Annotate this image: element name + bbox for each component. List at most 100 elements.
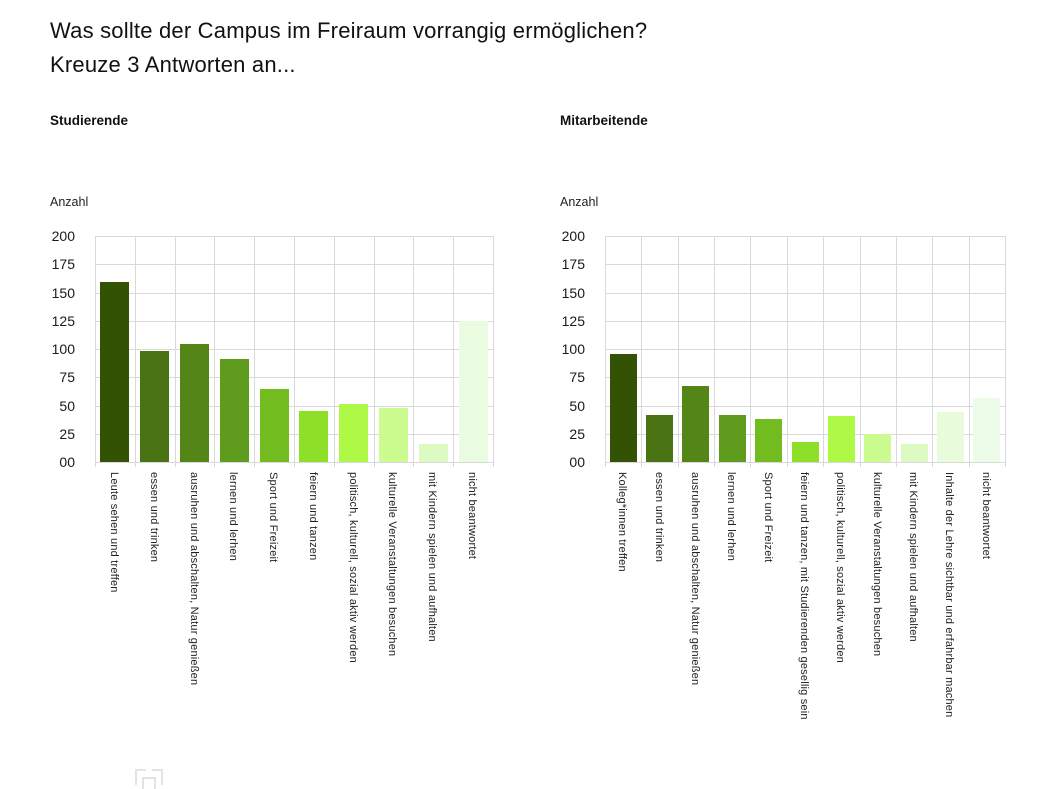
x-axis-tick-mark xyxy=(969,462,970,467)
x-axis-tick-mark xyxy=(787,462,788,467)
page-title: Was sollte der Campus im Freiraum vorran… xyxy=(50,14,647,82)
gridline-vertical xyxy=(1005,236,1006,462)
icon-corner-left xyxy=(135,769,146,785)
y-tick-label: 00 xyxy=(569,454,585,470)
x-category-label: lernen und lerhen xyxy=(725,472,737,562)
y-tick-label: 200 xyxy=(561,228,585,244)
bar xyxy=(792,442,819,462)
x-axis-tick-mark xyxy=(678,462,679,467)
x-category-label: Inhalte der Lehre sichtbar und erfahrbar… xyxy=(943,472,955,718)
y-tick-label: 125 xyxy=(561,312,585,329)
x-category-label: nicht beantwortet xyxy=(980,472,992,560)
bar xyxy=(755,419,782,462)
gridline-horizontal xyxy=(605,349,1005,350)
gridline-vertical xyxy=(787,236,788,462)
gridline-horizontal xyxy=(605,462,1005,463)
x-category-label: mit Kindern spielen und aufhalten xyxy=(907,472,919,642)
x-category-label: politisch, kulturell, sozial aktiv werde… xyxy=(347,472,359,663)
bar xyxy=(864,434,891,462)
x-axis-tick-mark xyxy=(932,462,933,467)
x-category-label: essen und trinken xyxy=(653,472,665,563)
bar xyxy=(140,351,169,462)
bar xyxy=(828,416,855,462)
y-tick-label: 125 xyxy=(51,312,75,329)
bar xyxy=(180,344,209,462)
gridline-vertical xyxy=(453,236,454,462)
gridline-vertical xyxy=(969,236,970,462)
gridline-horizontal xyxy=(605,320,1005,322)
x-category-label: politisch, kulturell, sozial aktiv werde… xyxy=(834,472,846,663)
x-axis-tick-mark xyxy=(896,462,897,467)
chart-title: Studierende xyxy=(50,113,129,128)
gridline-vertical xyxy=(334,236,335,462)
x-axis-tick-mark xyxy=(374,462,375,467)
bar xyxy=(339,404,368,462)
bar xyxy=(610,354,637,462)
gridline-vertical xyxy=(605,236,606,462)
x-category-label: feiern und tanzen, mit Studierenden gese… xyxy=(798,472,810,720)
y-axis-label: Anzahl xyxy=(50,195,89,209)
x-axis-tick-mark xyxy=(493,462,494,467)
x-axis-tick-mark xyxy=(214,462,215,467)
gridline-horizontal xyxy=(605,433,1005,435)
bar xyxy=(379,408,408,462)
y-tick-label: 100 xyxy=(561,341,585,357)
gridline-horizontal xyxy=(605,377,1005,379)
gridline-horizontal xyxy=(605,292,1005,294)
gridline-vertical xyxy=(294,236,295,462)
y-tick-label: 150 xyxy=(51,284,75,301)
x-axis-tick-mark xyxy=(750,462,751,467)
gridline-vertical xyxy=(896,236,897,462)
x-axis-tick-mark xyxy=(1005,462,1006,467)
page-title-line2: Kreuze 3 Antworten an... xyxy=(50,52,296,77)
x-axis-tick-mark xyxy=(823,462,824,467)
x-axis-tick-mark xyxy=(334,462,335,467)
bar xyxy=(220,359,249,462)
gridline-vertical xyxy=(823,236,824,462)
x-category-label: ausruhen und abschalten, Natur genießen xyxy=(188,472,200,686)
gridline-vertical xyxy=(374,236,375,462)
x-axis-tick-mark xyxy=(860,462,861,467)
x-category-label: nicht beantwortet xyxy=(466,472,478,560)
bar xyxy=(901,444,928,462)
bar xyxy=(260,389,289,462)
x-category-label: mit Kindern spielen und aufhalten xyxy=(426,472,438,642)
x-axis-tick-mark xyxy=(254,462,255,467)
y-tick-label: 50 xyxy=(59,397,75,414)
x-category-label: feiern und tanzen xyxy=(307,472,319,561)
y-tick-label: 25 xyxy=(569,425,585,442)
y-tick-label: 00 xyxy=(59,454,75,470)
gridline-vertical xyxy=(750,236,751,462)
gridline-vertical xyxy=(413,236,414,462)
plot-area: 200 175 150 125 100 75 50 25 00 Leute sehen und t… xyxy=(52,228,494,685)
cropped-image-placeholder-icon xyxy=(135,769,163,789)
x-axis-tick-mark xyxy=(453,462,454,467)
x-category-label: lernen und lerhen xyxy=(227,472,239,562)
gridline-vertical xyxy=(254,236,255,462)
x-axis-tick-mark xyxy=(714,462,715,467)
x-axis-tick-mark xyxy=(413,462,414,467)
x-category-label: Sport und Freizeit xyxy=(267,472,279,563)
y-tick-label: 100 xyxy=(51,341,75,357)
y-tick-label: 50 xyxy=(569,397,585,414)
y-tick-label: 25 xyxy=(59,425,75,442)
y-tick-label: 75 xyxy=(59,369,75,386)
gridline-vertical xyxy=(214,236,215,462)
y-tick-label: 150 xyxy=(561,284,585,301)
y-tick-label: 175 xyxy=(51,256,75,273)
x-axis-tick-mark xyxy=(175,462,176,467)
icon-inner-rect xyxy=(142,777,156,789)
y-tick-label: 200 xyxy=(51,228,75,244)
x-axis-tick-mark xyxy=(605,462,606,467)
gridline-vertical xyxy=(135,236,136,462)
gridline-vertical xyxy=(641,236,642,462)
gridline-vertical xyxy=(678,236,679,462)
chart-title: Mitarbeitende xyxy=(560,113,648,128)
gridline-vertical xyxy=(493,236,494,462)
x-axis-tick-mark xyxy=(294,462,295,467)
plot-area: 200 175 150 125 100 75 50 25 00 Kolleg*innen tref… xyxy=(562,228,1006,720)
x-category-label: kulturelle Veranstaltungen besuchen xyxy=(386,472,398,657)
x-axis-tick-mark xyxy=(135,462,136,467)
y-tick-label: 75 xyxy=(569,369,585,386)
x-axis-tick-mark xyxy=(641,462,642,467)
